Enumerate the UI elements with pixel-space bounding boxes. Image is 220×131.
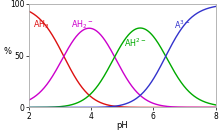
X-axis label: pH: pH: [116, 121, 128, 130]
Text: AH$_2$$^-$: AH$_2$$^-$: [71, 18, 93, 31]
Y-axis label: %: %: [3, 47, 11, 56]
Text: AH$_3$: AH$_3$: [33, 18, 50, 31]
Text: A$^{3-}$: A$^{3-}$: [174, 18, 190, 31]
Text: AH$^{2-}$: AH$^{2-}$: [124, 37, 146, 50]
